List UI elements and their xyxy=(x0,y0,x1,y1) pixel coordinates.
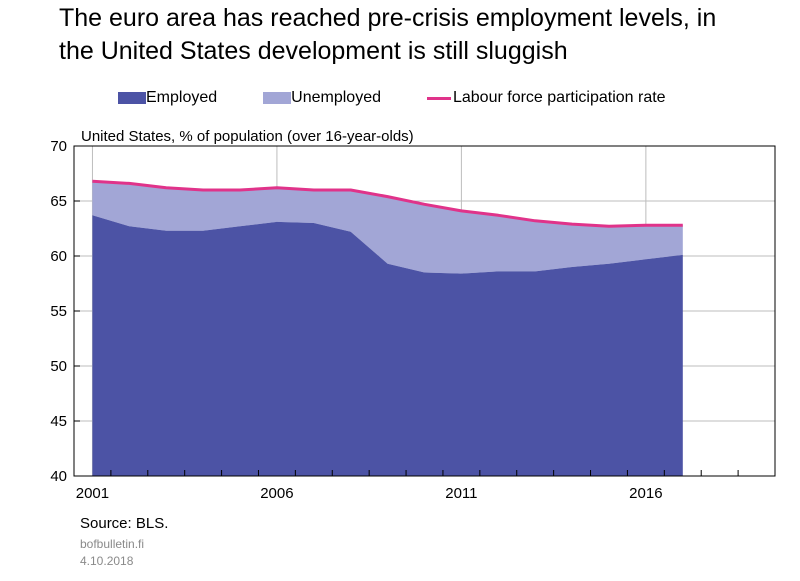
y-tick-label-55: 55 xyxy=(50,303,67,320)
chart-subtitle: United States, % of population (over 16-… xyxy=(81,128,414,145)
y-tick-label-40: 40 xyxy=(50,468,67,485)
legend-item-employed: Employed xyxy=(118,89,217,107)
area-unemployed xyxy=(92,181,683,274)
legend-label-employed: Employed xyxy=(146,89,218,106)
y-tick-label-45: 45 xyxy=(50,413,67,430)
line-participation-rate xyxy=(92,179,683,228)
y-tick-label-65: 65 xyxy=(50,193,67,210)
publish-date: 4.10.2018 xyxy=(80,554,134,568)
legend-item-participation: Labour force participation rate xyxy=(426,89,666,107)
legend-label-participation: Labour force participation rate xyxy=(452,89,666,106)
x-tick-label-2006: 2006 xyxy=(260,485,293,502)
area-employed xyxy=(92,215,683,477)
y-tick-label-70: 70 xyxy=(50,138,67,155)
chart-title: The euro area has reached pre-crisis emp… xyxy=(59,2,800,68)
x-tick-label-2011: 2011 xyxy=(445,485,477,502)
x-tick-label-2016: 2016 xyxy=(629,485,662,502)
chart-title-line1: The euro area has reached pre-crisis emp… xyxy=(59,4,717,32)
y-tick-label-60: 60 xyxy=(50,248,67,265)
legend-swatch-unemployed xyxy=(263,92,292,104)
x-tick-label-2001: 2001 xyxy=(76,485,109,502)
site-name: bofbulletin.fi xyxy=(80,537,145,551)
legend-line-participation xyxy=(426,96,451,100)
legend-label-unemployed: Unemployed xyxy=(291,89,381,106)
source-note: Source: BLS. xyxy=(80,515,169,532)
chart-title-line2: the United States development is still s… xyxy=(59,37,568,65)
chart-legend: Employed Unemployed Labour force partici… xyxy=(118,87,712,109)
y-tick-label-50: 50 xyxy=(50,358,67,375)
legend-item-unemployed: Unemployed xyxy=(263,89,381,107)
legend-swatch-employed xyxy=(118,92,146,104)
